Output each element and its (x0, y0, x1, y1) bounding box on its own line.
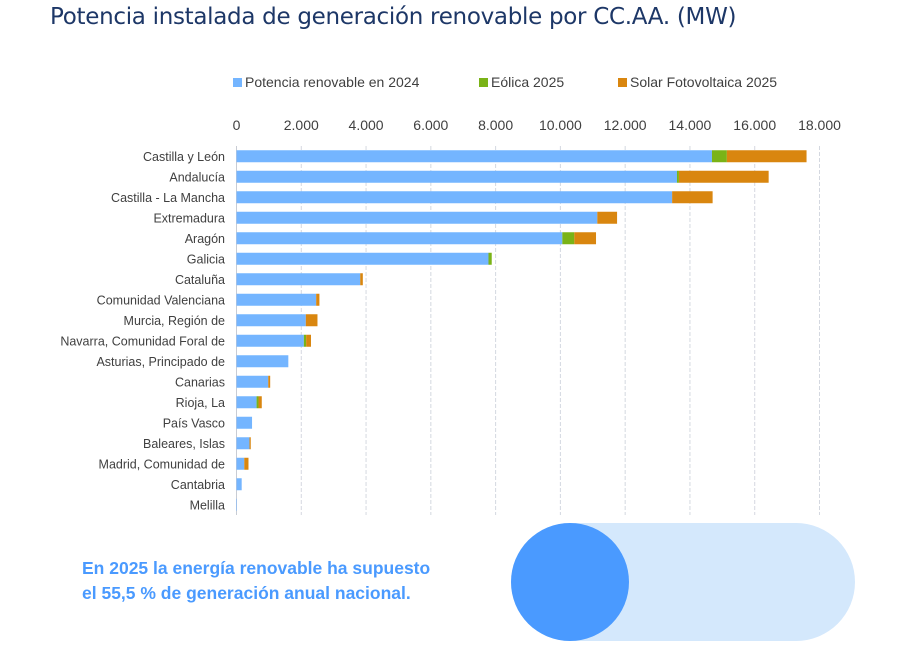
bar-segment-solar-2025 (258, 396, 262, 409)
x-tick-label: 2.000 (284, 117, 319, 133)
category-label: Melilla (190, 498, 225, 512)
x-tick-label: 10.000 (539, 117, 582, 133)
x-axis-tick-labels: 0 2.000 4.000 6.000 8.000 10.000 12.000 14.000 1… (233, 117, 842, 133)
category-label: Madrid, Comunidad de (99, 457, 226, 471)
bar-segment-eolica-2025 (562, 232, 575, 245)
bar-segment-solar-2025 (316, 293, 320, 306)
bar-segment-potencia-2024 (236, 273, 361, 286)
legend-label-solar-2025: Solar Fotovoltaica 2025 (630, 74, 778, 90)
category-label: Canarias (175, 375, 225, 389)
renewable-share-callout: En 2025 la energía renovable ha supuesto… (82, 556, 430, 606)
legend-swatch-potencia-2024 (233, 77, 242, 87)
category-label: Castilla - La Mancha (111, 191, 225, 205)
category-label: Asturias, Principado de (96, 355, 225, 369)
x-tick-label: 12.000 (604, 117, 647, 133)
bar-segment-eolica-2025 (256, 396, 259, 409)
category-label: Castilla y León (143, 150, 225, 164)
gridlines (236, 146, 820, 515)
bar-segment-potencia-2024 (236, 334, 304, 347)
category-label: Murcia, Región de (124, 314, 225, 328)
legend-item-solar-2025: Solar Fotovoltaica 2025 (618, 74, 777, 90)
chart-title: Potencia instalada de generación renovab… (50, 4, 737, 30)
bar-segment-solar-2025 (306, 334, 311, 347)
category-label: Cantabria (171, 478, 225, 492)
bar-segment-potencia-2024 (236, 396, 257, 409)
bar-segment-solar-2025 (249, 437, 251, 450)
bar-segment-potencia-2024 (236, 478, 242, 491)
legend-item-potencia-2024: Potencia renovable en 2024 (233, 74, 419, 90)
legend-swatch-eolica-2025 (479, 77, 488, 87)
x-tick-label: 8.000 (478, 117, 513, 133)
bar-segment-potencia-2024 (236, 437, 250, 450)
bar-segment-solar-2025 (678, 170, 769, 183)
bar-segment-solar-2025 (597, 211, 618, 224)
bars (236, 150, 807, 511)
bar-segment-solar-2025 (244, 457, 249, 470)
bar-segment-potencia-2024 (236, 293, 317, 306)
bar-segment-eolica-2025 (488, 252, 492, 265)
bar-segment-eolica-2025 (676, 170, 679, 183)
bar-segment-solar-2025 (672, 191, 713, 204)
category-label: Extremadura (153, 211, 225, 225)
y-axis-category-labels: Castilla y León Andalucía Castilla - La Ma… (60, 150, 225, 513)
bar-segment-potencia-2024 (236, 457, 245, 470)
x-tick-label: 4.000 (349, 117, 384, 133)
bar-chart: 0 2.000 4.000 6.000 8.000 10.000 12.000 14.000 1… (60, 117, 842, 515)
bar-segment-potencia-2024 (236, 498, 237, 511)
category-label: Cataluña (175, 273, 225, 287)
bar-segment-potencia-2024 (236, 191, 673, 204)
bar-segment-potencia-2024 (236, 170, 677, 183)
legend-item-eolica-2025: Eólica 2025 (479, 74, 564, 90)
decorative-circle (511, 523, 629, 641)
bar-segment-solar-2025 (726, 150, 807, 163)
bar-segment-potencia-2024 (236, 416, 253, 429)
bar-segment-potencia-2024 (236, 355, 289, 368)
category-label: Baleares, Islas (143, 437, 225, 451)
x-tick-label: 0 (233, 117, 241, 133)
category-label: Rioja, La (176, 396, 225, 410)
category-label: Galicia (187, 252, 225, 266)
legend-swatch-solar-2025 (618, 77, 627, 87)
bar-segment-potencia-2024 (236, 252, 489, 265)
bar-segment-solar-2025 (360, 273, 363, 286)
bar-segment-potencia-2024 (236, 232, 563, 245)
category-label: Comunidad Valenciana (97, 293, 225, 307)
callout-line-1: En 2025 la energía renovable ha supuesto (82, 558, 431, 578)
legend-label-eolica-2025: Eólica 2025 (491, 74, 565, 90)
bar-segment-eolica-2025 (711, 150, 727, 163)
x-tick-label: 14.000 (669, 117, 712, 133)
category-label: Andalucía (169, 170, 225, 184)
bar-segment-potencia-2024 (236, 375, 269, 388)
x-tick-label: 18.000 (798, 117, 841, 133)
bar-segment-potencia-2024 (236, 150, 712, 163)
x-tick-label: 16.000 (733, 117, 776, 133)
callout-line-2: el 55,5 % de generación anual nacional. (82, 583, 411, 603)
bar-segment-solar-2025 (574, 232, 597, 245)
bar-segment-potencia-2024 (236, 211, 598, 224)
bar-segment-solar-2025 (305, 314, 318, 327)
bar-segment-eolica-2025 (303, 334, 307, 347)
x-tick-label: 6.000 (413, 117, 448, 133)
category-label: País Vasco (163, 416, 225, 430)
bar-segment-solar-2025 (268, 375, 271, 388)
bar-segment-potencia-2024 (236, 314, 306, 327)
category-label: Navarra, Comunidad Foral de (60, 334, 225, 348)
legend-label-potencia-2024: Potencia renovable en 2024 (245, 74, 420, 90)
category-label: Aragón (185, 232, 225, 246)
